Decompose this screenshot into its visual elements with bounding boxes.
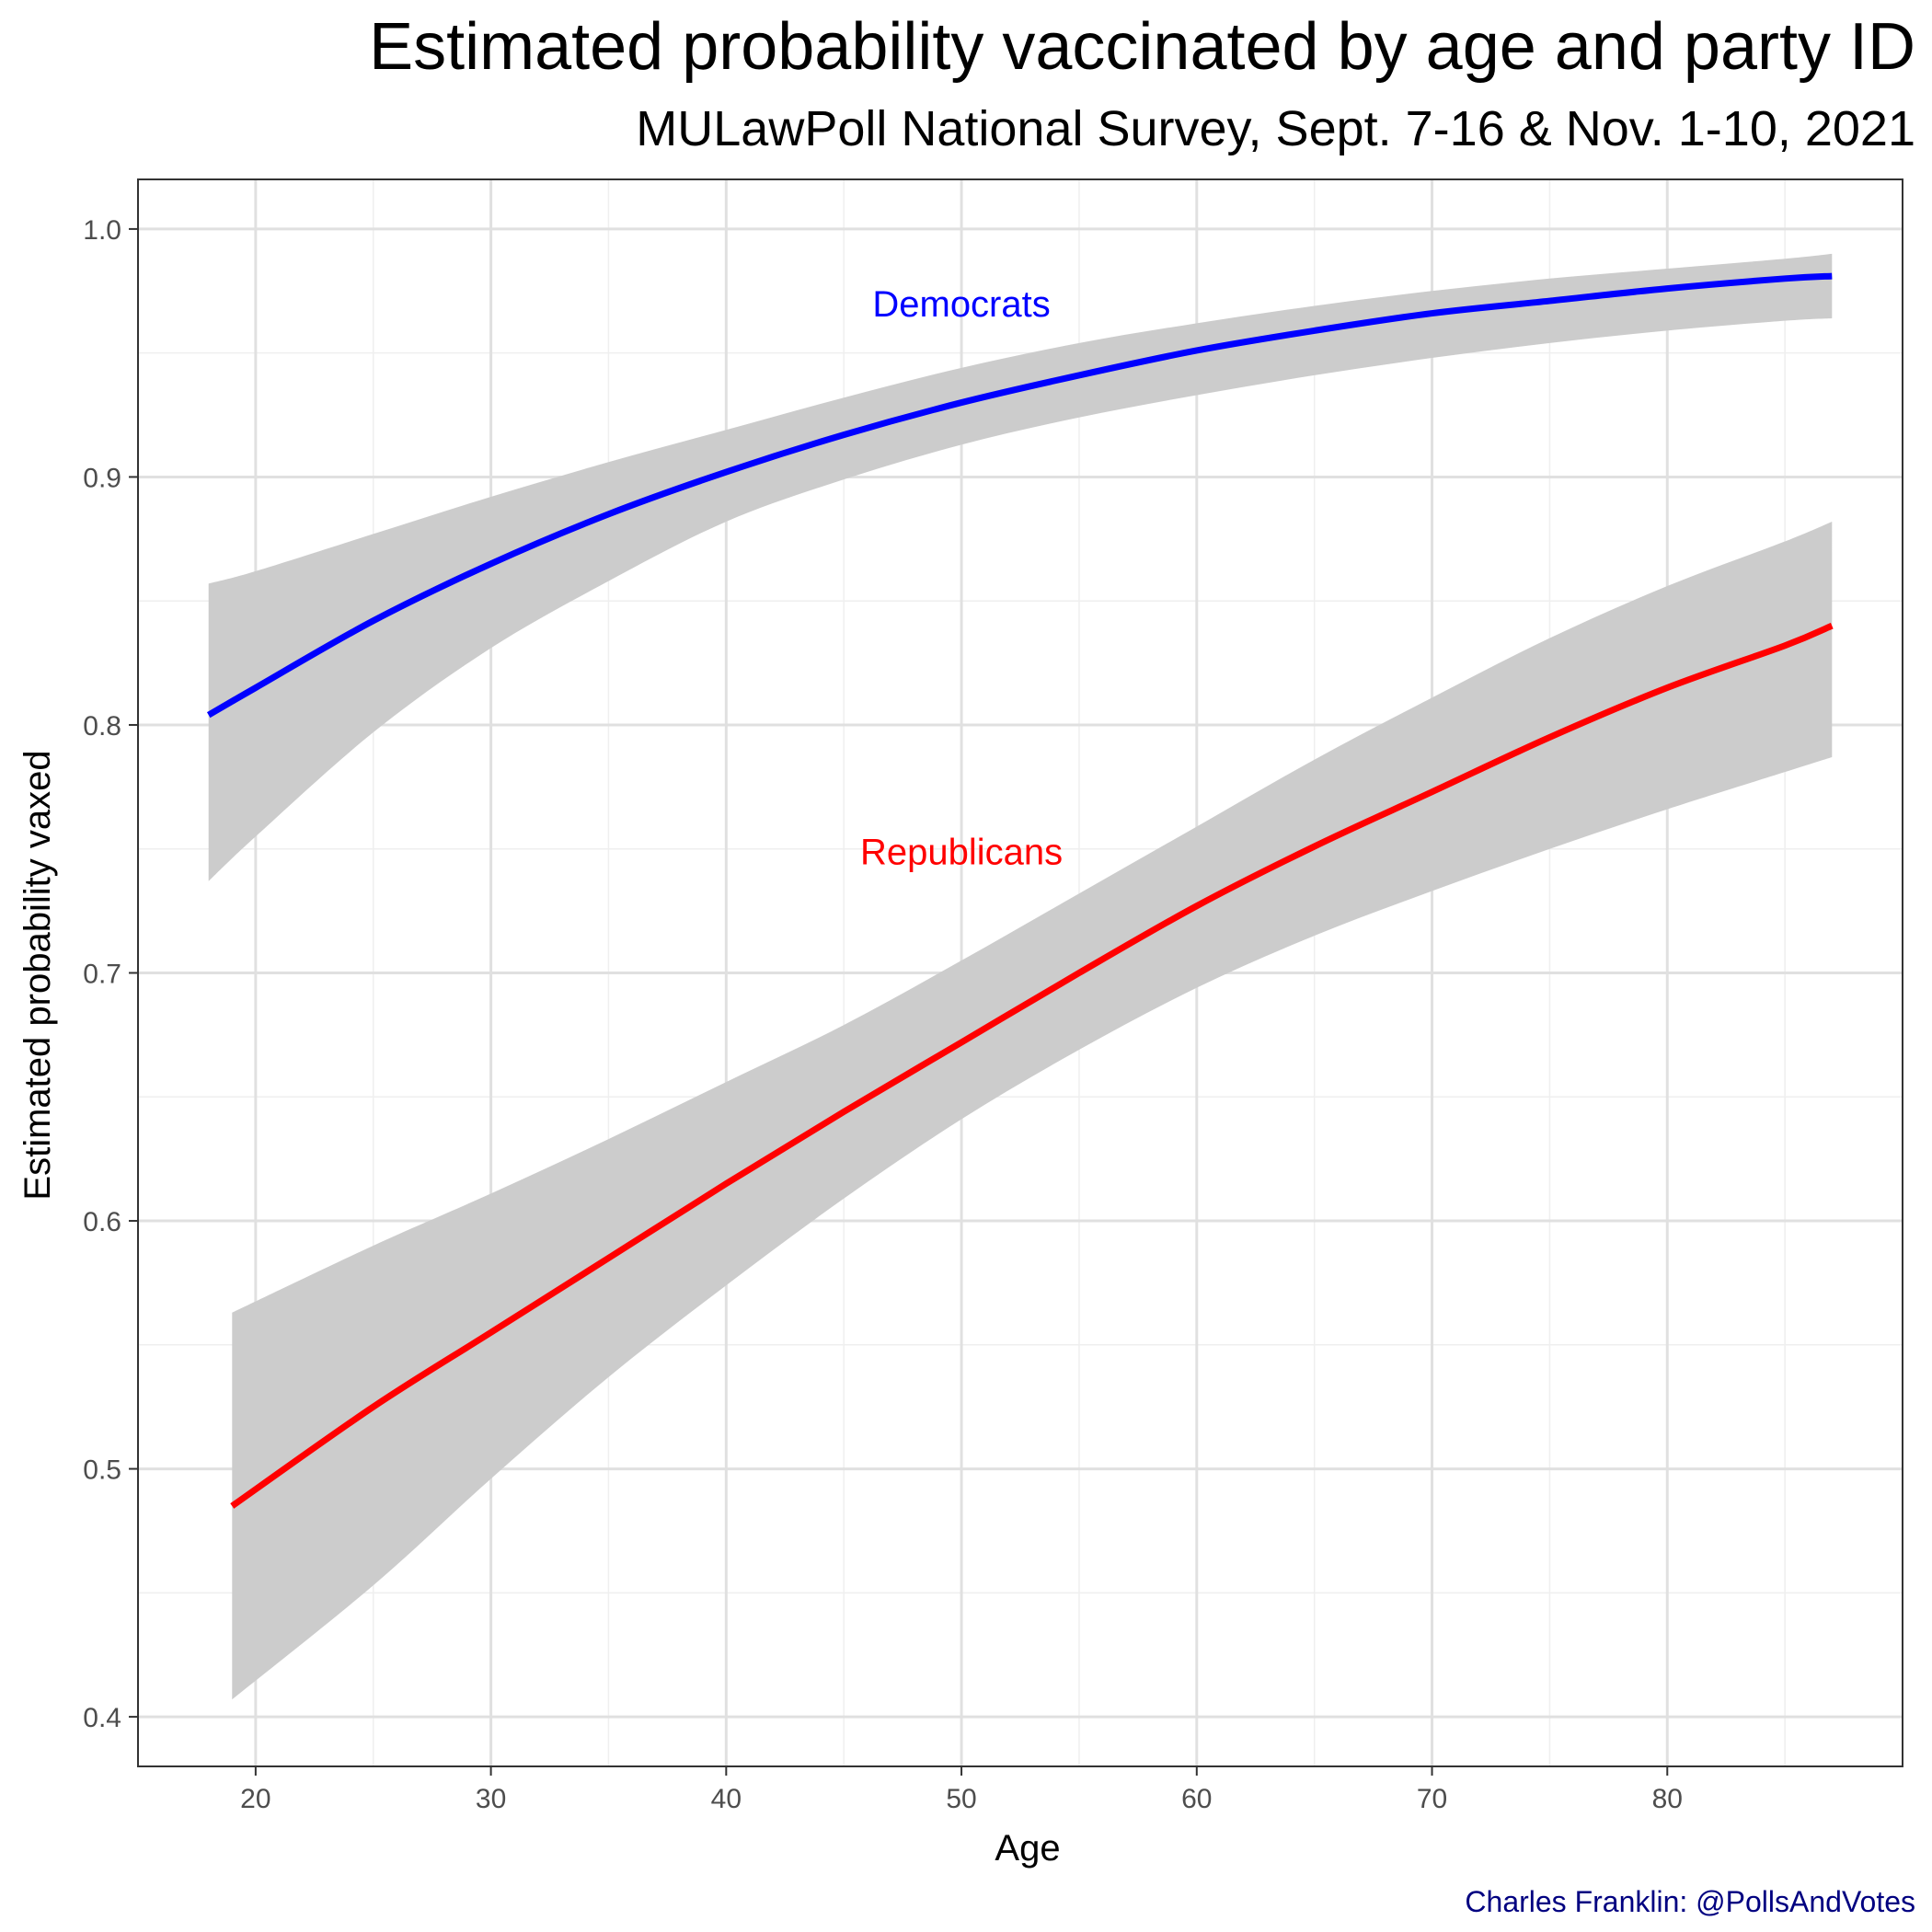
democrats-line	[206, 272, 1833, 719]
y-tick-label: 0.9	[83, 463, 121, 493]
y-tick-label: 0.7	[83, 960, 121, 990]
y-tick-label: 0.8	[83, 711, 121, 742]
y-tick-label: 0.4	[83, 1703, 121, 1733]
x-tick-label: 30	[476, 1784, 506, 1814]
x-tick-label: 50	[946, 1784, 976, 1814]
chart-title: Estimated probability vaccinated by age …	[369, 10, 1915, 84]
y-tick-label: 0.5	[83, 1455, 121, 1486]
series-lines	[206, 272, 1834, 1509]
y-tick-label: 1.0	[83, 215, 121, 246]
x-tick-label: 60	[1181, 1784, 1212, 1814]
republicans-confidence-ribbon	[232, 521, 1833, 1700]
y-tick-label: 0.6	[83, 1207, 121, 1237]
series-labels: Democrats Republicans	[860, 284, 1063, 873]
x-tick-label: 80	[1652, 1784, 1683, 1814]
x-axis-title: Age	[995, 1828, 1060, 1869]
x-tick-label: 40	[711, 1784, 742, 1814]
x-tick-label: 70	[1417, 1784, 1447, 1814]
republicans-label: Republicans	[860, 832, 1063, 872]
democrats-label: Democrats	[872, 284, 1050, 325]
chart-subtitle: MULawPoll National Survey, Sept. 7-16 & …	[636, 101, 1915, 156]
y-axis-title: Estimated probability vaxed	[17, 750, 58, 1200]
republicans-line	[230, 622, 1834, 1509]
x-tick-label: 20	[240, 1784, 270, 1814]
chart-caption: Charles Franklin: @PollsAndVotes	[1465, 1885, 1915, 1918]
confidence-ribbons	[208, 253, 1833, 1700]
democrats-confidence-ribbon	[208, 253, 1833, 881]
y-axis-ticks: 0.4 0.5 0.6 0.7 0.8 0.9 1.0	[83, 215, 138, 1733]
x-axis-ticks: 20 30 40 50 60 70 80	[240, 1766, 1683, 1814]
